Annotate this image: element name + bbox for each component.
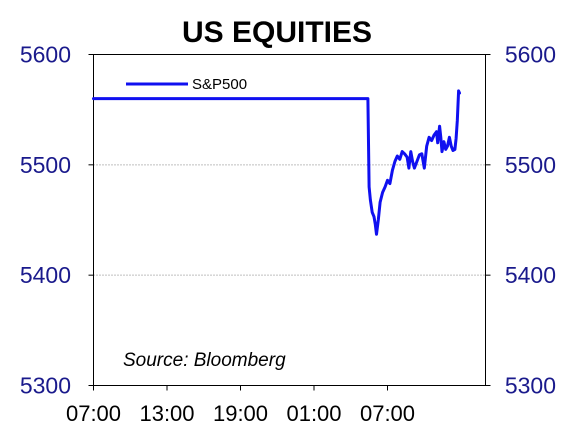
gridlines [93,164,486,276]
y-axis-left: 5300 5400 5500 5600 [20,42,94,399]
x-axis: 07:00 13:00 19:00 01:00 07:00 [66,385,415,426]
y-tick-label-right: 5300 [505,373,556,399]
y-tick-label-right: 5400 [505,262,556,288]
x-tick-label: 01:00 [286,401,341,426]
y-tick-label-left: 5300 [20,373,71,399]
legend: S&P500 [126,76,247,93]
series-group [92,89,461,236]
y-tick-label-right: 5500 [505,152,556,178]
y-tick-label-left: 5400 [20,262,71,288]
y-tick-label-left: 5500 [20,152,71,178]
series-line-sp500 [92,89,461,236]
legend-label: S&P500 [192,76,247,93]
x-tick-label: 19:00 [213,401,268,426]
x-tick-label: 07:00 [66,401,121,426]
plot-area-frame [93,54,486,386]
x-tick-label: 13:00 [139,401,194,426]
y-axis-right: 5300 5400 5500 5600 [485,42,556,399]
y-tick-label-right: 5600 [505,42,556,68]
y-tick-label-left: 5600 [20,42,71,68]
source-note: Source: Bloomberg [123,350,286,371]
x-tick-label: 07:00 [360,401,415,426]
chart-title: US EQUITIES [182,16,372,49]
